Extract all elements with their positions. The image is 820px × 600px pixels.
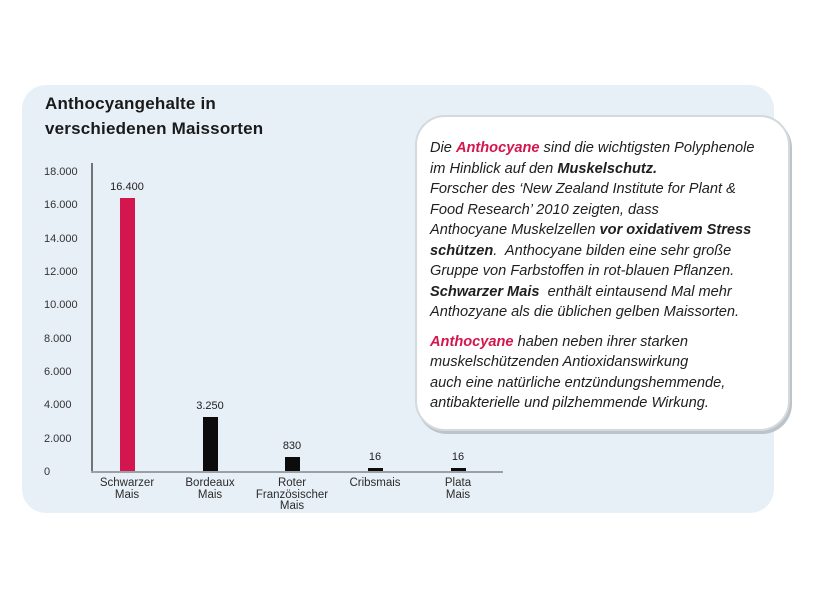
- text-segment: sind die wichtigsten Polyphenole: [539, 140, 755, 156]
- accent-text: Anthocyane: [455, 140, 540, 156]
- y-axis-label: 2.000: [44, 432, 72, 445]
- text-segment: Food Research’ 2010 zeigten, dass: [430, 201, 659, 218]
- x-axis-line: [91, 471, 503, 473]
- text-segment: antibakterielle und pilzhemmende Wirkung…: [430, 395, 709, 411]
- category-label-line: Mais: [279, 500, 305, 512]
- text-segment: Anthozyane als die üblichen gelben Maiss…: [430, 304, 740, 320]
- category-label-line: Mais: [445, 488, 471, 501]
- category-label-line: Französischer: [255, 488, 329, 501]
- annotation-text: Die Anthocyane sind die wichtigsten Poly…: [430, 138, 782, 414]
- text-segment: Gruppe von Farbstoffen in rot-blauen Pfl…: [430, 263, 735, 279]
- y-axis-label: 18.000: [44, 166, 78, 178]
- bar-value-label: 16: [368, 451, 382, 463]
- bar-1: [119, 198, 135, 471]
- bar-5: [450, 468, 466, 471]
- category-label-line: Plata: [444, 477, 472, 489]
- text-segment: Schwarzer Mais: [430, 283, 540, 300]
- text-segment: auch eine natürliche entzündungshemmende…: [430, 374, 726, 391]
- chart-title: Anthocyangehalte in verschiedenen Maisso…: [45, 91, 263, 141]
- category-label: Bordeaux Mais: [155, 477, 265, 501]
- category-label-line: Schwarzer: [99, 477, 155, 489]
- category-label: Schwarzer Mais: [72, 477, 182, 501]
- textbox-paragraph: Anthocyane haben neben ihrer starken musk…: [430, 332, 782, 414]
- text-segment: im Hinblick auf den: [430, 160, 558, 177]
- y-axis-label: 4.000: [44, 399, 72, 412]
- text-segment: muskelschützenden Antioxidanswirkung: [430, 354, 689, 370]
- y-axis-line: [91, 163, 93, 473]
- y-axis-label: 10.000: [44, 299, 78, 312]
- category-label-line: Roter: [277, 477, 307, 489]
- chart-title-line2: verschiedenen Maissorten: [45, 119, 264, 138]
- category-label-line: Bordeaux: [185, 477, 235, 489]
- category-label: Cribsmais: [320, 477, 430, 490]
- bar-value-label: 830: [282, 440, 302, 452]
- text-segment: haben neben ihrer starken: [513, 333, 688, 350]
- category-label-line: Mais: [114, 488, 140, 501]
- y-axis-label: 6.000: [44, 366, 72, 378]
- y-axis-label: 8.000: [44, 332, 72, 345]
- text-segment: Anthocyane Muskelzellen: [430, 222, 600, 238]
- category-label: Roter Französischer Mais: [237, 477, 347, 513]
- textbox-paragraph: Die Anthocyane sind die wichtigsten Poly…: [430, 138, 782, 323]
- text-segment: Muskelschutz.: [557, 160, 658, 177]
- bar-value-label: 16.400: [110, 181, 144, 193]
- y-axis-label: 12.000: [44, 266, 78, 278]
- accent-text: Anthocyane: [430, 333, 514, 350]
- bar-2: [202, 417, 218, 471]
- category-label: Plata Mais: [403, 477, 513, 501]
- annotation-box: Die Anthocyane sind die wichtigsten Poly…: [415, 115, 790, 431]
- bar-value-label: 3.250: [196, 400, 224, 412]
- text-segment: vor oxidativem Stress: [599, 222, 752, 238]
- text-segment: Forscher des ‘New Zealand Institute for …: [430, 181, 736, 197]
- y-axis-label: 0: [44, 466, 51, 478]
- bar-3: [284, 457, 300, 471]
- bar-4: [367, 468, 383, 471]
- category-label-line: Mais: [197, 488, 223, 501]
- category-label-line: Cribsmais: [349, 477, 401, 489]
- y-axis-label: 14.000: [44, 232, 78, 245]
- text-segment: . Anthocyane bilden eine sehr große: [493, 242, 732, 259]
- text-segment: schützen: [430, 242, 494, 259]
- y-axis-label: 16.000: [44, 199, 78, 212]
- text-segment: Die: [430, 140, 456, 156]
- text-segment: enthält eintausend Mal mehr: [539, 283, 732, 300]
- bar-value-label: 16: [451, 451, 465, 463]
- chart-title-line1: Anthocyangehalte in: [45, 94, 216, 113]
